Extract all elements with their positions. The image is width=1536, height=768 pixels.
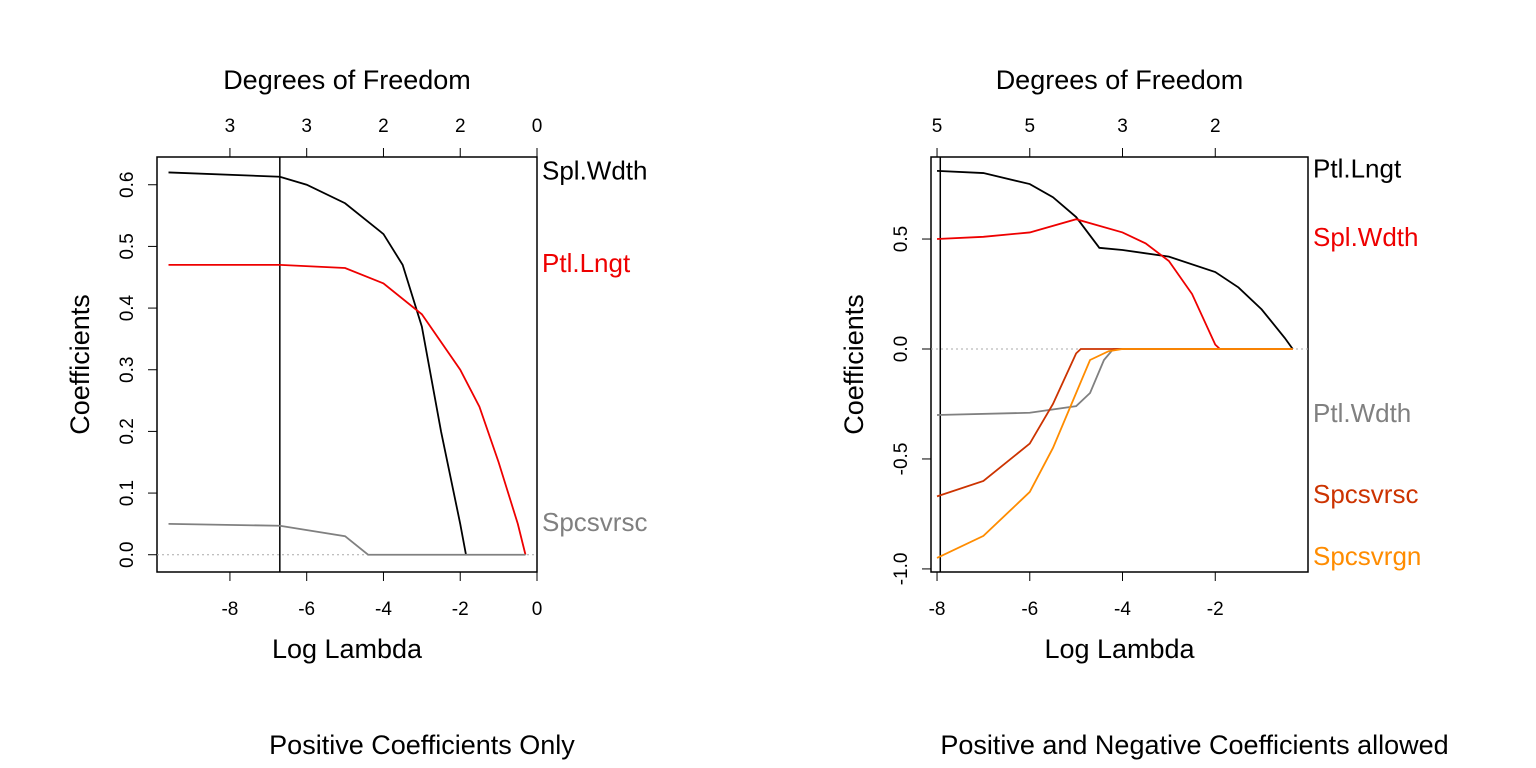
- series-line: [168, 171, 467, 555]
- x-tick-label: -4: [1114, 599, 1131, 620]
- x-tick-label: -4: [375, 599, 392, 620]
- series-line: [936, 169, 1294, 350]
- series-line: [168, 523, 526, 556]
- series-line: [936, 348, 1293, 559]
- plot-frame: [930, 156, 1309, 573]
- y-tick-label: 0.2: [117, 418, 138, 444]
- x-tick-label: -6: [298, 599, 315, 620]
- series-label: Spcsvrsc: [1313, 479, 1418, 509]
- x-axis-title: Log Lambda: [1044, 634, 1195, 664]
- series-label: Spl.Wdth: [542, 155, 648, 185]
- series-line: [936, 348, 1293, 498]
- y-tick-label: 0.0: [891, 336, 912, 362]
- top-tick-label: 3: [1117, 116, 1128, 137]
- y-tick-label: 0.4: [117, 294, 138, 321]
- y-tick-label: 0.5: [117, 233, 138, 259]
- y-axis-title: Coefficients: [839, 294, 869, 435]
- series-label: Ptl.Lngt: [1313, 154, 1402, 184]
- y-tick-label: 0.5: [891, 226, 912, 252]
- series-line: [937, 348, 1293, 416]
- x-tick-label: -2: [1207, 599, 1224, 620]
- x-axis-title: Log Lambda: [272, 634, 423, 664]
- x-tick-label: 0: [532, 599, 543, 620]
- top-tick-label: 2: [455, 116, 466, 137]
- series-line: [936, 218, 1293, 350]
- top-tick-label: 3: [225, 116, 236, 137]
- x-tick-label: -6: [1021, 599, 1038, 620]
- y-tick-label: 0.1: [117, 480, 138, 506]
- top-tick-label: 2: [1210, 116, 1221, 137]
- series-label: Ptl.Wdth: [1313, 398, 1411, 428]
- top-tick-label: 0: [532, 116, 543, 137]
- x-tick-label: -2: [452, 599, 469, 620]
- top-tick-label: 5: [1024, 116, 1035, 137]
- x-tick-label: -8: [929, 599, 946, 620]
- series-label: Spl.Wdth: [1313, 222, 1419, 252]
- caption: Positive and Negative Coefficients allow…: [940, 730, 1448, 760]
- series-label: Spcsvrgn: [1313, 541, 1421, 571]
- series-line: [168, 264, 527, 555]
- y-tick-label: -0.5: [891, 443, 912, 476]
- y-tick-label: 0.3: [117, 357, 138, 383]
- y-tick-label: -1.0: [891, 553, 912, 586]
- plot-frame: [156, 156, 538, 573]
- top-axis-title: Degrees of Freedom: [223, 65, 471, 95]
- y-axis-title: Coefficients: [65, 294, 95, 435]
- series-label: Spcsvrsc: [542, 507, 647, 537]
- top-tick-label: 3: [301, 116, 312, 137]
- y-tick-label: 0.6: [117, 172, 138, 198]
- caption: Positive Coefficients Only: [269, 730, 575, 760]
- top-axis-title: Degrees of Freedom: [996, 65, 1244, 95]
- y-tick-label: 0.0: [117, 542, 138, 568]
- top-tick-label: 2: [378, 116, 389, 137]
- series-label: Ptl.Lngt: [542, 248, 631, 278]
- x-tick-label: -8: [221, 599, 238, 620]
- top-tick-label: 5: [932, 116, 943, 137]
